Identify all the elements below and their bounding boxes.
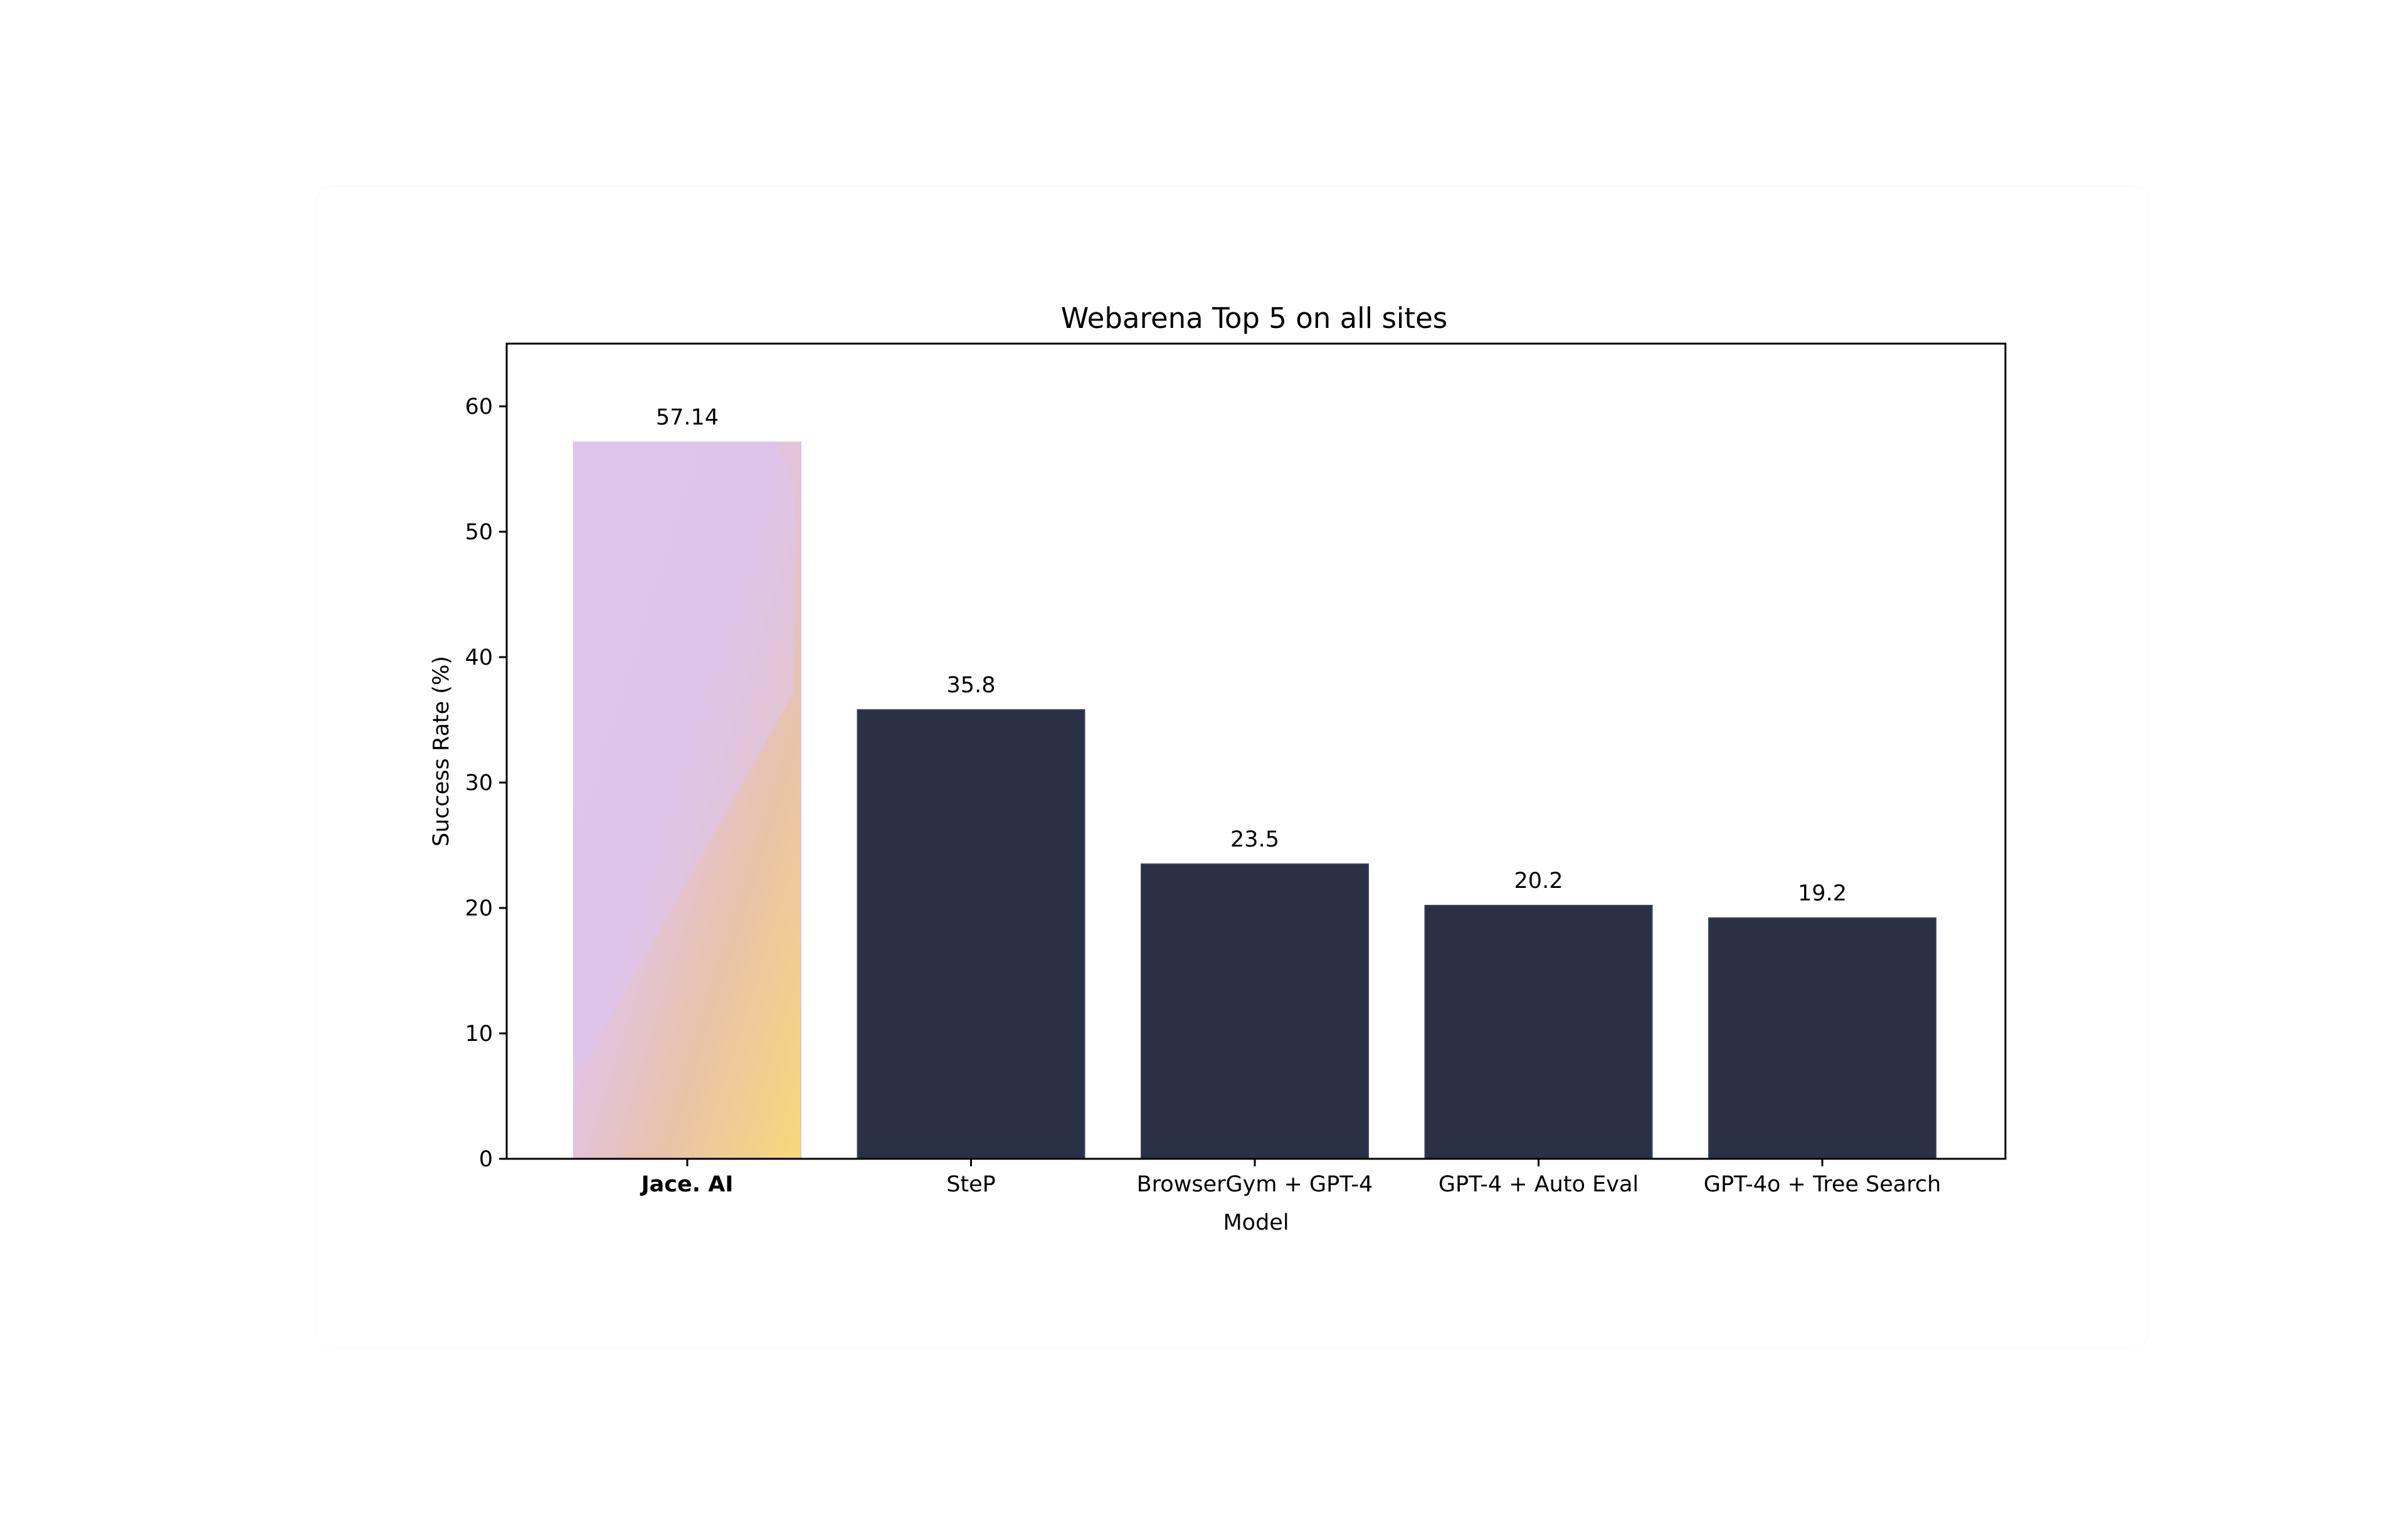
plot-frame (505, 342, 2007, 1160)
x-tick-label: SteP (946, 1172, 996, 1197)
y-tick-label: 40 (465, 645, 493, 670)
x-tick-label: Jace. AI (640, 1172, 734, 1197)
y-tick-label: 30 (465, 771, 493, 796)
bar-highlight-sheen (574, 442, 796, 1071)
bar-gpt-4-auto-eval (1424, 905, 1653, 1159)
y-axis-label: Success Rate (%) (429, 656, 454, 847)
value-label: 23.5 (1230, 827, 1279, 852)
x-tick-label: BrowserGym + GPT-4 (1137, 1172, 1373, 1197)
chart-title: Webarena Top 5 on all sites (1061, 302, 1447, 335)
value-label: 19.2 (1798, 881, 1847, 906)
x-tick-label: GPT-4 + Auto Eval (1439, 1172, 1639, 1197)
y-tick-label: 20 (465, 896, 493, 921)
x-tick-label: GPT-4o + Tree Search (1704, 1172, 1941, 1197)
bar-gpt-4o-tree-search (1708, 917, 1936, 1159)
y-tick-label: 60 (465, 394, 493, 420)
y-tick-label: 10 (465, 1021, 493, 1047)
y-tick-label: 50 (465, 520, 493, 545)
chart-card: Webarena Top 5 on all sites 57.14 Jace. A… (317, 187, 2148, 1347)
plot-area: 57.14 Jace. AI 35.8 SteP 23.5 BrowserGym + GP… (465, 394, 1941, 1197)
bar-browsergym-gpt-4 (1141, 863, 1369, 1159)
y-tick-label: 0 (479, 1147, 493, 1172)
bar-step (857, 709, 1085, 1159)
x-axis-label: Model (1223, 1210, 1289, 1235)
value-label: 20.2 (1514, 868, 1563, 894)
bar-chart: Webarena Top 5 on all sites 57.14 Jace. A… (429, 302, 2007, 1235)
value-label: 57.14 (656, 405, 719, 430)
value-label: 35.8 (947, 673, 996, 698)
